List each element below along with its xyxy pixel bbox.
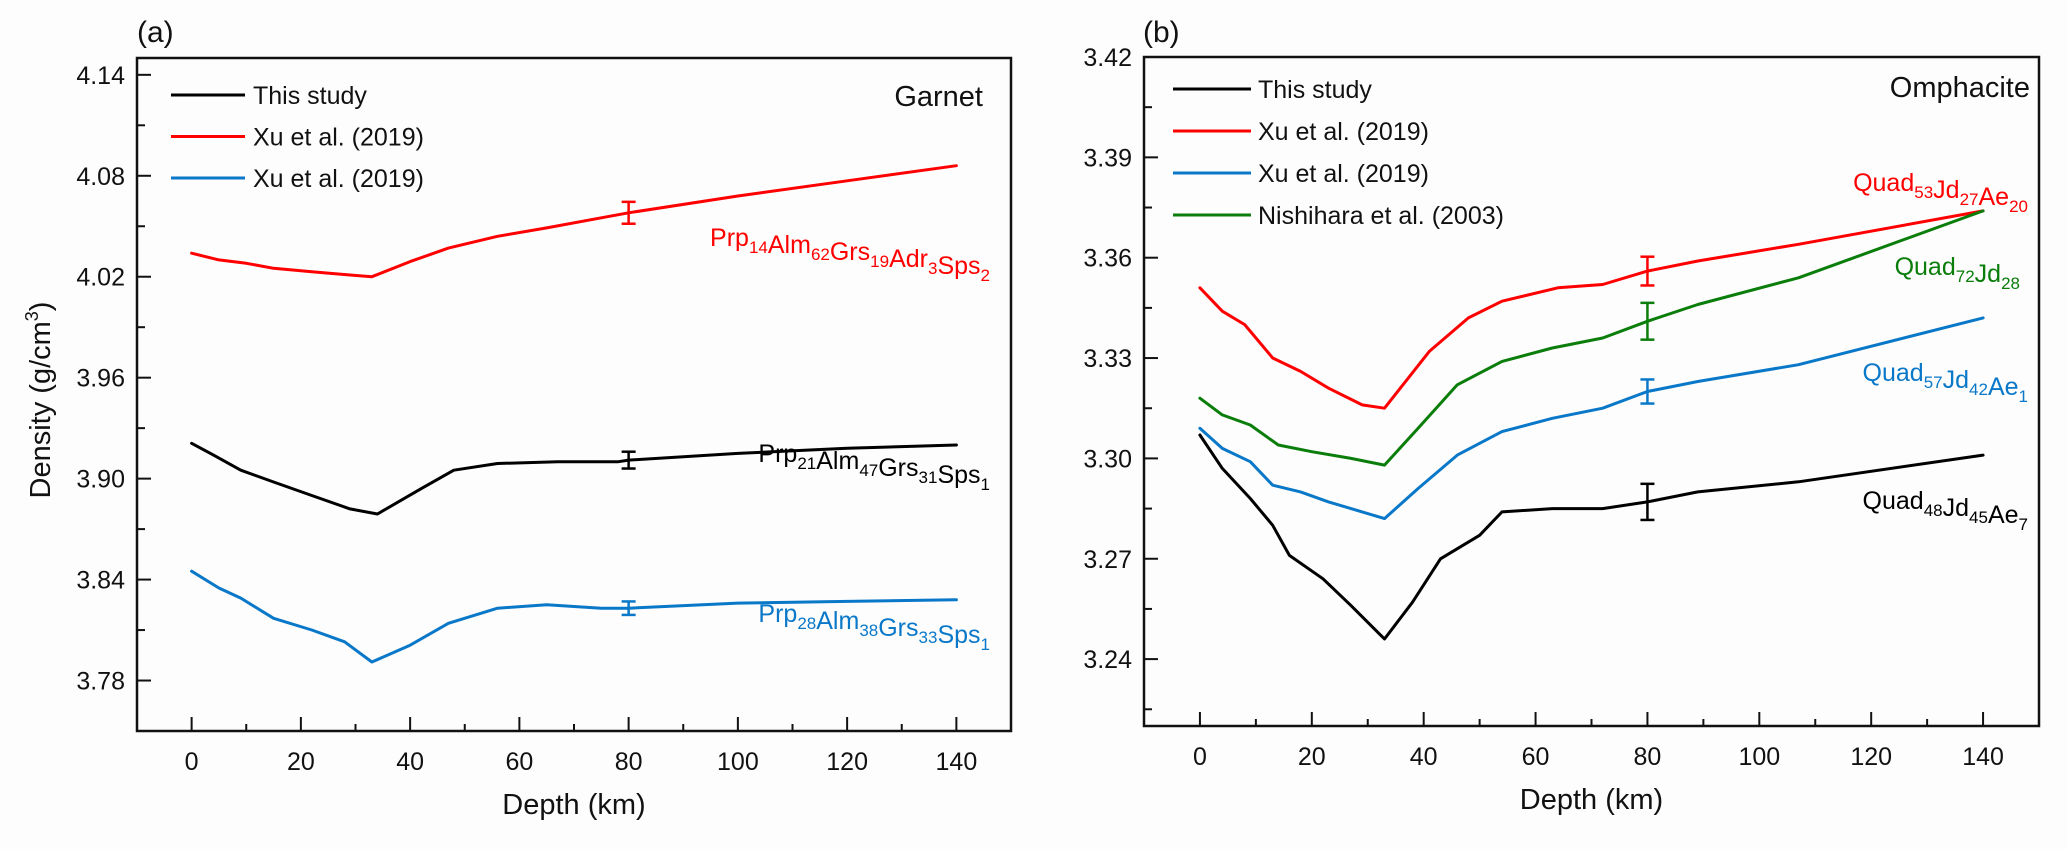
series-line bbox=[1198, 209, 1985, 410]
y-tick-label: 4.02 bbox=[76, 264, 125, 292]
x-tick-label: 0 bbox=[1193, 743, 1207, 771]
series-composition-label: Quad72Jd28 bbox=[1895, 253, 2020, 293]
panel-label: (a) bbox=[137, 16, 174, 49]
y-tick-label: 3.42 bbox=[1083, 44, 1132, 72]
x-tick-label: 20 bbox=[1298, 743, 1326, 771]
x-axis-label: Depth (km) bbox=[1520, 784, 1663, 816]
y-tick-label: 3.33 bbox=[1083, 345, 1132, 373]
legend-label: Xu et al. (2019) bbox=[1258, 118, 1429, 146]
x-tick-label: 140 bbox=[936, 748, 978, 776]
legend-label: Xu et al. (2019) bbox=[1258, 160, 1429, 188]
y-tick-label: 3.39 bbox=[1083, 144, 1132, 172]
panel-title: Omphacite bbox=[1890, 72, 2030, 104]
series-composition-label: Quad48Jd45Ae7 bbox=[1863, 487, 2028, 534]
legend-label: Nishihara et al. (2003) bbox=[1258, 202, 1504, 230]
panel-label: (b) bbox=[1143, 16, 1180, 49]
x-tick-label: 80 bbox=[615, 748, 643, 776]
series-line bbox=[1198, 433, 1985, 641]
x-tick-label: 100 bbox=[717, 748, 759, 776]
x-tick-label: 0 bbox=[185, 748, 199, 776]
x-tick-label: 20 bbox=[287, 748, 315, 776]
x-tick-label: 40 bbox=[1410, 743, 1438, 771]
series-line bbox=[190, 164, 958, 279]
x-tick-label: 100 bbox=[1738, 743, 1780, 771]
series-line bbox=[190, 441, 958, 516]
y-tick-label: 3.96 bbox=[76, 365, 125, 393]
panel-title: Garnet bbox=[894, 81, 983, 113]
series-line bbox=[1198, 209, 1985, 467]
series-composition-label: Quad53Jd27Ae20 bbox=[1853, 169, 2028, 216]
legend-label: This study bbox=[253, 82, 367, 110]
y-tick-label: 3.78 bbox=[76, 668, 125, 696]
legend-label: Xu et al. (2019) bbox=[253, 124, 424, 152]
y-tick-label: 4.08 bbox=[76, 163, 125, 191]
series-line bbox=[1198, 316, 1985, 521]
x-tick-label: 40 bbox=[396, 748, 424, 776]
x-tick-label: 140 bbox=[1962, 743, 2004, 771]
y-tick-label: 3.36 bbox=[1083, 245, 1132, 273]
x-tick-label: 60 bbox=[505, 748, 533, 776]
y-tick-label: 3.24 bbox=[1083, 646, 1132, 674]
legend-label: Xu et al. (2019) bbox=[253, 165, 424, 193]
legend-label: This study bbox=[1258, 76, 1372, 104]
series-composition-label: Prp21Alm47Grs31Sps1 bbox=[758, 440, 990, 494]
x-tick-label: 120 bbox=[826, 748, 868, 776]
series-composition-label: Prp14Alm62Grs19Adr3Sps2 bbox=[710, 224, 990, 285]
series-composition-label: Quad57Jd42Ae1 bbox=[1863, 359, 2028, 406]
y-tick-label: 3.84 bbox=[76, 567, 125, 595]
y-tick-label: 3.30 bbox=[1083, 445, 1132, 473]
x-tick-label: 60 bbox=[1522, 743, 1550, 771]
y-axis-label: Density (g/cm3) bbox=[22, 302, 57, 499]
x-tick-label: 80 bbox=[1634, 743, 1662, 771]
y-tick-label: 3.27 bbox=[1083, 546, 1132, 574]
panel-garnet: (a) Garnet 0 20 40 60 80 100 120 140 Depth (km) 3.7… bbox=[76, 16, 1013, 821]
panel-omphacite: (b) Omphacite 0 20 40 60 80 100 120 140 Depth (km)… bbox=[1083, 16, 2041, 816]
series-composition-label: Prp28Alm38Grs33Sps1 bbox=[758, 600, 990, 654]
y-tick-label: 3.90 bbox=[76, 466, 125, 494]
x-axis-label: Depth (km) bbox=[502, 789, 645, 821]
y-tick-label: 4.14 bbox=[76, 62, 125, 90]
series-line bbox=[190, 569, 958, 664]
x-tick-label: 120 bbox=[1850, 743, 1892, 771]
